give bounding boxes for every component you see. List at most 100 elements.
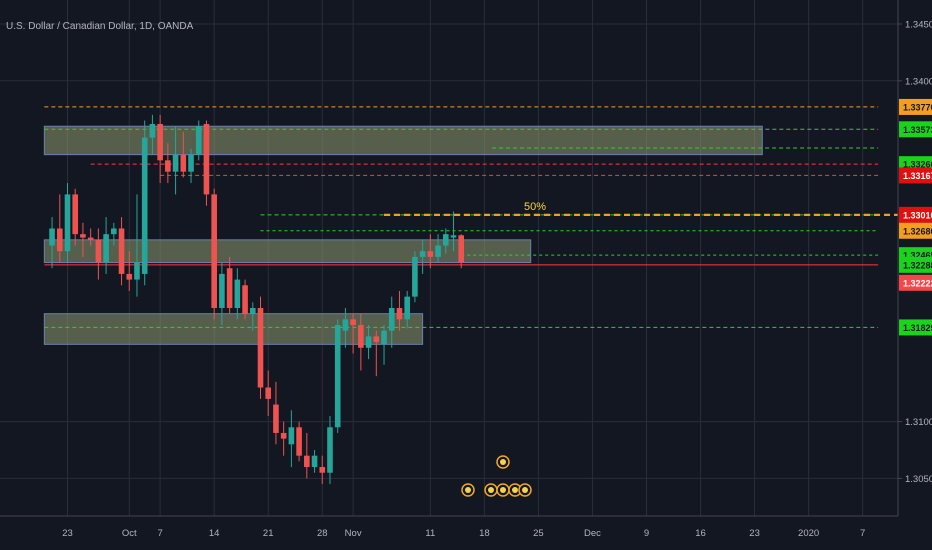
- candle-body: [180, 154, 187, 172]
- candle-body: [80, 234, 86, 238]
- time-tick-label: 25: [533, 528, 544, 539]
- candle-body: [373, 336, 380, 343]
- candle-body: [435, 245, 441, 257]
- time-tick-label: Dec: [584, 528, 601, 539]
- candle-body: [103, 234, 109, 263]
- event-marker-dot: [500, 487, 506, 493]
- price-badge-label: 1.32222: [903, 278, 932, 288]
- candle-body: [458, 235, 465, 263]
- price-badge-label: 1.33167: [903, 171, 932, 181]
- candle-body: [219, 273, 225, 308]
- time-tick-label: 2020: [798, 528, 819, 539]
- price-badge-label: 1.33266: [903, 160, 932, 170]
- time-tick-label: 9: [644, 528, 649, 539]
- event-marker-dot: [512, 487, 518, 493]
- candle-body: [327, 427, 333, 473]
- candle-body: [141, 137, 148, 274]
- candle-body: [280, 432, 287, 439]
- time-tick-label: 7: [860, 528, 865, 539]
- price-badge-label: 1.32288: [903, 260, 932, 270]
- candle-body: [64, 194, 71, 252]
- price-badge: [899, 206, 932, 223]
- candle-body: [234, 279, 241, 308]
- candle-body: [126, 273, 133, 280]
- price-badge: [899, 167, 932, 184]
- candle-body: [72, 194, 79, 235]
- candle-body: [95, 239, 102, 263]
- candle-body: [358, 325, 364, 348]
- time-tick-label: 14: [209, 528, 220, 539]
- candle-body: [319, 467, 326, 473]
- candle-body: [304, 455, 310, 468]
- candle-body: [265, 387, 272, 399]
- candle-body: [257, 308, 264, 388]
- event-marker-dot: [500, 459, 506, 465]
- price-badge-label: 1.33770: [903, 102, 932, 112]
- time-tick-label: 28: [317, 528, 328, 539]
- candle-body: [111, 228, 117, 235]
- price-badge-label: 1.32680: [903, 226, 932, 236]
- candle-body: [273, 404, 279, 433]
- event-marker-dot: [465, 487, 471, 493]
- candle-body: [149, 123, 156, 138]
- candle-body: [56, 228, 63, 252]
- candle-body: [450, 235, 457, 238]
- time-tick-label: 16: [695, 528, 706, 539]
- price-tick-label: 1.34500: [905, 20, 932, 31]
- price-badge-label: 1.33573: [903, 125, 932, 135]
- time-tick-label: 7: [157, 528, 162, 539]
- candle-body: [211, 194, 217, 308]
- price-badge: [899, 319, 932, 336]
- candle-body: [188, 154, 194, 172]
- candle-body: [419, 251, 426, 257]
- chart-title: U.S. Dollar / Canadian Dollar, 1D, OANDA: [6, 21, 194, 32]
- candle-body: [226, 268, 233, 308]
- time-tick-label: 18: [479, 528, 490, 539]
- price-badge: [899, 274, 932, 291]
- candle-body: [49, 228, 55, 246]
- candle-body: [404, 296, 410, 320]
- candle-body: [427, 251, 434, 257]
- price-tick-label: 1.31000: [905, 417, 932, 428]
- time-tick-label: Oct: [122, 528, 137, 539]
- candle-body: [242, 285, 248, 314]
- price-tick-label: 1.34000: [905, 76, 932, 87]
- candle-body: [388, 308, 395, 331]
- candle-body: [195, 126, 202, 155]
- candle-body: [288, 427, 295, 445]
- time-tick-label: 21: [263, 528, 274, 539]
- time-tick-label: Nov: [345, 528, 362, 539]
- candle-body: [342, 319, 349, 331]
- event-marker-dot: [522, 487, 528, 493]
- candle-body: [296, 427, 302, 456]
- price-tick-label: 1.30500: [905, 474, 932, 485]
- price-badge: [899, 222, 932, 239]
- price-badge: [899, 98, 932, 115]
- candle-body: [165, 160, 171, 172]
- candle-body: [118, 228, 125, 274]
- candle-body: [134, 262, 140, 280]
- price-badge: [899, 256, 932, 273]
- time-tick-label: 23: [62, 528, 73, 539]
- candle-body: [396, 308, 403, 320]
- price-badge: [899, 121, 932, 138]
- candle-body: [311, 455, 318, 468]
- candle-body: [334, 325, 341, 428]
- event-marker-dot: [488, 487, 494, 493]
- zone-upper: [43, 125, 763, 156]
- candle-body: [442, 234, 449, 246]
- candle-body: [350, 319, 356, 326]
- time-tick-label: 23: [749, 528, 760, 539]
- candle-body: [249, 308, 256, 314]
- candle-body: [365, 336, 372, 348]
- candle-body: [203, 123, 210, 195]
- price-badge-label: 1.31829: [903, 323, 932, 333]
- candle-body: [157, 123, 163, 161]
- zone-middle: [43, 239, 532, 264]
- candle-body: [172, 154, 179, 172]
- time-tick-label: 11: [425, 528, 435, 539]
- candle-body: [412, 256, 418, 297]
